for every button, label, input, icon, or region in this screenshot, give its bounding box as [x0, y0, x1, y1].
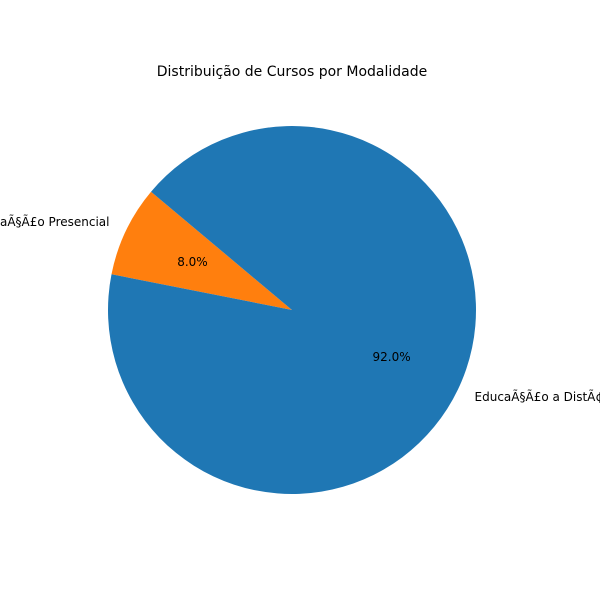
slice-label-educaa-a-o-presencial: EducaÃ§Ã£o Presencial — [0, 214, 109, 229]
pie-labels: EducaÃ§Ã£o Presencial 8.0% EducaÃ§Ã£o a Di… — [0, 214, 600, 404]
pct-label-educaa-a-o-a-dista-ncia: 92.0% — [372, 350, 410, 364]
pct-label-educaa-a-o-presencial: 8.0% — [177, 255, 208, 269]
chart-title: Distribuição de Cursos por Modalidade — [157, 64, 428, 80]
pie-slice-educaa-a-o-a-dista-ncia — [108, 125, 476, 494]
pie-slices — [108, 125, 476, 494]
pie-slice-educaa-a-o-presencial — [111, 191, 293, 310]
slice-label-educaa-a-o-a-dista-ncia: EducaÃ§Ã£o a DistÃ¢ncia — [475, 389, 600, 404]
